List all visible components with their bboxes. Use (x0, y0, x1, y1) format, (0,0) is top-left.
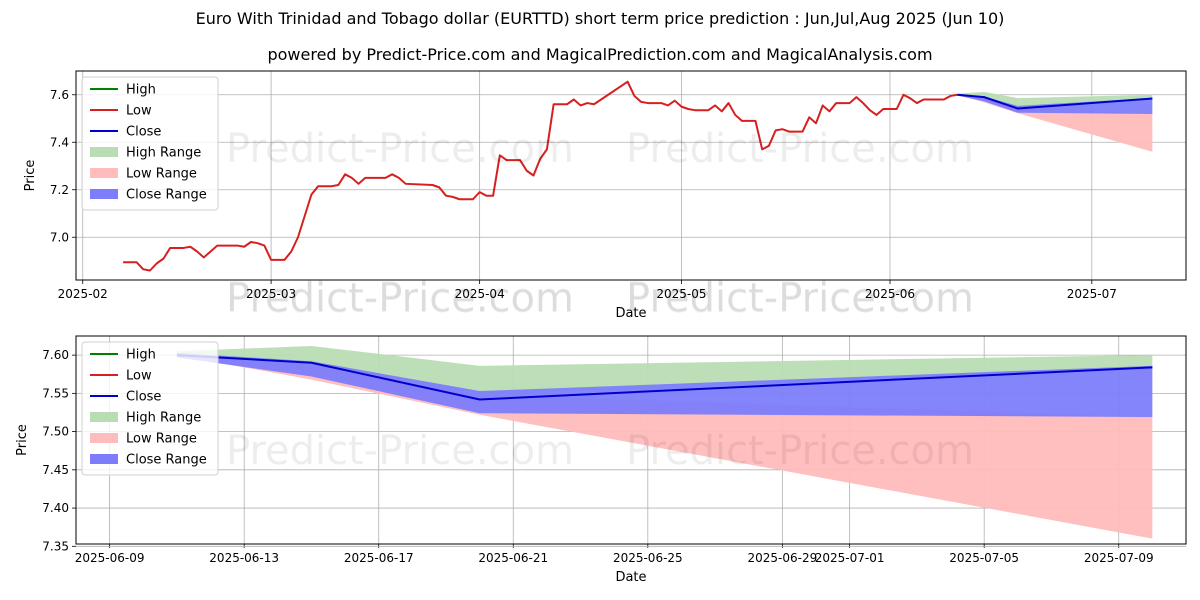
legend-label: Close Range (126, 188, 207, 203)
watermark-left: Predict-Price.com (226, 275, 574, 321)
close-line (957, 93, 1153, 110)
x-tick-label: 2025-03 (246, 287, 296, 301)
x-tick-label: 2025-04 (455, 287, 505, 301)
chart-subtitle: powered by Predict-Price.com and Magical… (267, 45, 933, 64)
axes-frame (75, 70, 1187, 281)
chart-title: Euro With Trinidad and Tobago dollar (EU… (195, 9, 1005, 28)
plot-area (123, 80, 1153, 272)
legend-swatch-close-range (90, 454, 118, 464)
legend: High Low Close High Range Low Range Close Ran… (81, 341, 219, 476)
x-tick-label: 2025-06 (865, 287, 915, 301)
x-tick-label: 2025-07-05 (949, 551, 1019, 565)
y-tick-label: 7.2 (50, 183, 69, 197)
panel-bottom: 2025-06-09 2025-06-13 2025-06-17 2025-06-21… (15, 335, 1187, 585)
x-tick-label: 2025-07-01 (815, 551, 885, 565)
legend-label: High Range (126, 146, 201, 161)
legend-swatch-low-range (90, 433, 118, 443)
x-tick-label: 2025-06-13 (209, 551, 279, 565)
x-axis-label: Date (615, 306, 646, 321)
x-tick-label: 2025-06-09 (75, 551, 145, 565)
panel-top: 2025-02 2025-03 2025-04 2025-05 2025-06 2025-… (23, 70, 1187, 321)
y-tick-label: 7.45 (42, 463, 69, 477)
legend-label: Low Range (126, 432, 197, 447)
y-tick-label: 7.60 (42, 348, 69, 362)
watermark-right: Predict-Price.com (626, 126, 974, 172)
x-axis-label: Date (615, 570, 646, 585)
legend-label: Low (126, 104, 152, 119)
legend-label: High (126, 348, 156, 363)
close-range-band (957, 94, 1153, 114)
y-axis-label: Price (15, 424, 30, 456)
x-tick-label: 2025-07-09 (1084, 551, 1154, 565)
y-tick-label: 7.35 (42, 539, 69, 553)
x-tick-label: 2025-06-25 (613, 551, 683, 565)
y-tick-label: 7.40 (42, 501, 69, 515)
legend-swatch-close-range (90, 189, 118, 199)
y-tick-label: 7.4 (50, 135, 69, 149)
legend-label: Close (126, 125, 161, 140)
watermark-left: Predict-Price.com (226, 428, 574, 474)
y-tick-label: 7.50 (42, 425, 69, 439)
axes-frame (75, 335, 1187, 545)
legend-swatch-low-range (90, 168, 118, 178)
y-axis-label: Price (23, 160, 38, 192)
legend-swatch-high-range (90, 147, 118, 157)
legend-label: Low Range (126, 167, 197, 182)
low-range-band (957, 94, 1153, 152)
watermark-right: Predict-Price.com (626, 276, 974, 322)
watermark-left: Predict-Price.com (226, 126, 574, 172)
x-tick-label: 2025-02 (58, 287, 108, 301)
low-range-band (176, 355, 1153, 539)
watermark-right: Predict-Price.com (626, 275, 974, 321)
legend-label: Close (126, 390, 161, 405)
x-tick-label: 2025-05 (656, 287, 706, 301)
watermark-right: Predict-Price.com (626, 428, 974, 474)
x-tick-label: 2025-06-17 (344, 551, 414, 565)
x-tick-label: 2025-06-21 (478, 551, 548, 565)
legend-label: High Range (126, 411, 201, 426)
plot-area (176, 345, 1153, 539)
x-tick-label: 2025-06-29 (747, 551, 817, 565)
legend: High Low Close High Range Low Range Close Ran… (81, 76, 219, 211)
y-tick-label: 7.55 (42, 386, 69, 400)
watermark-left: Predict-Price.com (226, 276, 574, 322)
y-tick-label: 7.6 (50, 88, 69, 102)
close-range-band (176, 352, 1153, 418)
legend-label: Low (126, 369, 152, 384)
close-line (176, 354, 1153, 401)
y-tick-label: 7.0 (50, 230, 69, 244)
x-tick-label: 2025-07 (1067, 287, 1117, 301)
legend-swatch-high-range (90, 412, 118, 422)
low-line (123, 80, 958, 272)
legend-label: High (126, 83, 156, 98)
legend-label: Close Range (126, 453, 207, 468)
